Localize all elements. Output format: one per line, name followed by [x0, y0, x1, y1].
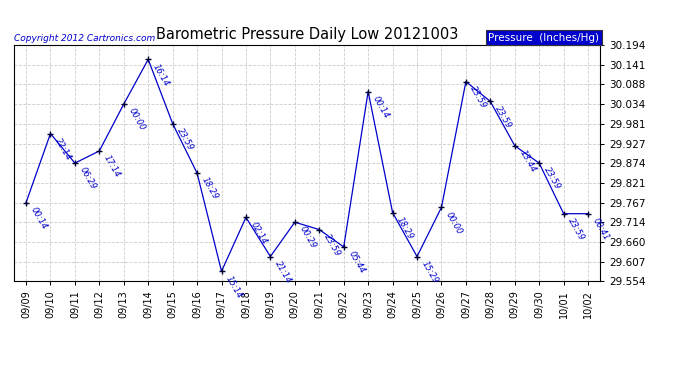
Text: 00:29: 00:29	[297, 225, 317, 251]
Text: 00:14: 00:14	[371, 94, 391, 120]
Text: 05:44: 05:44	[346, 250, 366, 275]
Text: 23:59: 23:59	[469, 84, 489, 110]
Text: 21:14: 21:14	[273, 259, 293, 285]
Text: 18:29: 18:29	[200, 176, 220, 201]
Text: 22:14: 22:14	[53, 136, 73, 162]
Text: 15:14: 15:14	[224, 274, 244, 300]
Text: Copyright 2012 Cartronics.com: Copyright 2012 Cartronics.com	[14, 34, 155, 43]
Text: 23:59: 23:59	[322, 232, 342, 258]
Text: 17:14: 17:14	[102, 154, 122, 179]
Text: 00:00: 00:00	[444, 210, 464, 236]
Text: 23:59: 23:59	[542, 166, 562, 192]
Text: 13:44: 13:44	[518, 148, 538, 174]
Text: 06:29: 06:29	[78, 166, 98, 192]
Text: 16:14: 16:14	[151, 62, 171, 88]
Text: 15:29: 15:29	[420, 259, 440, 285]
Text: Pressure  (Inches/Hg): Pressure (Inches/Hg)	[488, 33, 599, 43]
Text: 00:00: 00:00	[126, 107, 146, 132]
Text: 02:14: 02:14	[248, 220, 268, 246]
Text: 23:59: 23:59	[566, 216, 586, 242]
Text: 00:14: 00:14	[29, 206, 49, 231]
Text: 23:59: 23:59	[175, 126, 195, 152]
Text: 18:29: 18:29	[395, 215, 415, 241]
Text: 23:59: 23:59	[493, 104, 513, 130]
Title: Barometric Pressure Daily Low 20121003: Barometric Pressure Daily Low 20121003	[156, 27, 458, 42]
Text: 00:41: 00:41	[591, 216, 611, 242]
